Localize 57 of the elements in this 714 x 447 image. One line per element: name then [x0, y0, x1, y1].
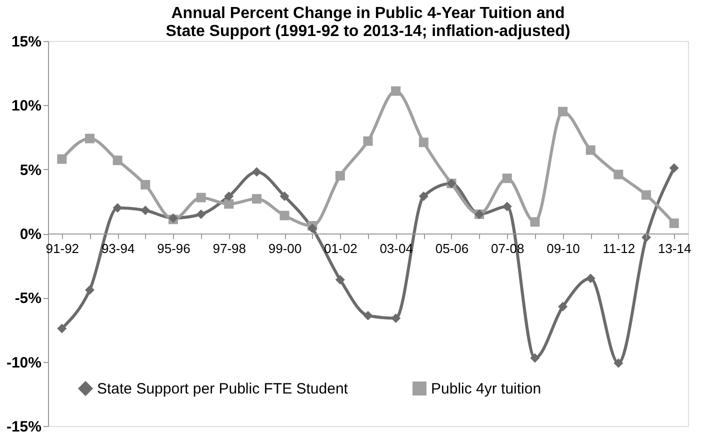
point	[57, 324, 67, 334]
point	[614, 170, 624, 180]
point	[140, 180, 150, 190]
point	[669, 163, 679, 173]
y-tick-label: 10%	[11, 98, 42, 115]
point	[84, 285, 94, 295]
point	[84, 134, 94, 144]
y-tick-label: 15%	[11, 34, 42, 50]
point	[196, 192, 206, 202]
x-tick-label: 11-12	[602, 241, 636, 256]
point	[224, 192, 234, 202]
point	[335, 171, 345, 180]
point	[308, 224, 318, 234]
point	[669, 218, 679, 228]
point	[642, 190, 652, 200]
legend-label: Public 4yr tuition	[431, 380, 542, 398]
x-tick-label: 91-92	[46, 241, 80, 256]
x-tick-label: 97-98	[212, 241, 246, 256]
y-tick-label: -15%	[6, 418, 42, 436]
point	[252, 194, 262, 204]
y-tick-label: -10%	[6, 354, 42, 372]
point	[558, 106, 568, 116]
point	[586, 145, 596, 155]
point	[391, 86, 401, 96]
point	[530, 353, 540, 363]
point	[418, 192, 428, 202]
point	[112, 156, 122, 166]
point	[280, 210, 290, 220]
point	[140, 206, 150, 216]
point	[502, 174, 512, 184]
point	[558, 302, 568, 312]
chart-title: Annual Percent Change in Public 4-Year Tuition and State Support (1991-92 to 2013-14; inflation-adjusted)	[166, 5, 570, 40]
x-tick-label: 09-10	[546, 241, 580, 256]
point	[252, 167, 262, 177]
x-tick-label: 13-14	[658, 241, 692, 256]
point	[614, 358, 624, 368]
legend-label: State Support per Public FTE Student	[97, 380, 349, 398]
point	[586, 274, 596, 284]
x-tick-label: 01-02	[324, 241, 358, 256]
point	[418, 138, 428, 148]
point	[363, 136, 373, 146]
point	[530, 217, 540, 227]
point	[112, 203, 122, 213]
x-tick-label: 95-96	[157, 241, 190, 256]
x-tick-label: 99-00	[268, 241, 302, 256]
point	[502, 202, 512, 212]
point	[391, 313, 401, 323]
point	[335, 274, 345, 284]
y-tick-label: 5%	[20, 162, 42, 179]
point	[196, 210, 206, 219]
point	[57, 154, 67, 164]
point	[280, 192, 290, 202]
point	[363, 310, 373, 320]
y-tick-label: -5%	[14, 290, 42, 308]
y-tick-label: 0%	[20, 226, 42, 243]
x-tick-label: 05-06	[435, 241, 469, 256]
point	[224, 199, 234, 209]
